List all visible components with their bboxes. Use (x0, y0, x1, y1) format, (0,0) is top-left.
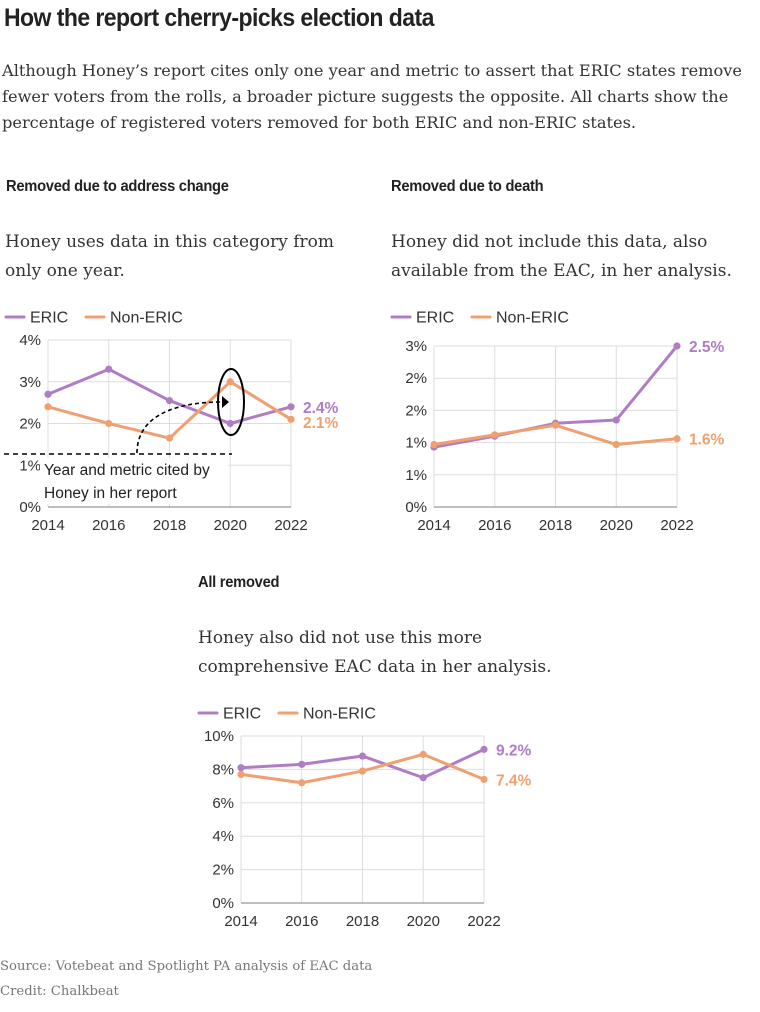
data-point-eric (298, 760, 306, 768)
x-tick-label: 2016 (285, 913, 318, 930)
end-label-non-eric: 1.6% (689, 432, 725, 449)
y-tick-label: 10% (204, 728, 234, 745)
y-tick-label: 0% (405, 499, 427, 516)
data-point-eric (226, 419, 234, 428)
x-tick-label: 2018 (346, 913, 379, 930)
x-tick-label: 2014 (31, 517, 64, 534)
y-tick-label: 4% (19, 332, 41, 349)
x-tick-label: 2016 (478, 517, 511, 534)
data-point-non-eric (491, 431, 499, 439)
legend-label-non-eric: Non-ERIC (496, 310, 569, 327)
page-title: How the report cherry-picks election dat… (4, 4, 434, 32)
legend-label-non-eric: Non-ERIC (303, 706, 376, 723)
x-tick-label: 2020 (600, 517, 633, 534)
source-note: Source: Votebeat and Spotlight PA analys… (0, 959, 373, 974)
y-tick-label: 1% (405, 467, 427, 484)
data-point-eric (287, 403, 295, 411)
annotation-highlight-ellipse (217, 368, 245, 436)
y-tick-label: 8% (212, 761, 234, 778)
data-point-eric (612, 416, 620, 424)
data-point-non-eric (430, 440, 438, 449)
annotation-label-bg (40, 458, 228, 504)
x-tick-label: 2018 (539, 517, 572, 534)
annotation-group: Year and metric cited by Honey in her re… (4, 368, 245, 504)
data-point-non-eric (105, 419, 113, 428)
x-tick-label: 2018 (153, 517, 186, 534)
data-point-non-eric (419, 750, 427, 758)
data-point-non-eric (673, 435, 681, 443)
x-tick-label: 2014 (417, 517, 450, 534)
end-label-eric: 9.2% (496, 742, 532, 759)
chart-death: ERIC Non-ERIC 0% 1% 1% 2% 2% 3% 2014 2016 2018 2020… (390, 310, 725, 534)
annotation-arrowhead-icon (222, 396, 229, 408)
data-point-eric (105, 365, 113, 373)
panel-title-death: Removed due to death (391, 178, 544, 195)
legend-label-non-eric: Non-ERIC (110, 310, 183, 327)
panel-description-all-removed: Honey also did not use this more compreh… (198, 628, 552, 677)
x-tick-label: 2014 (224, 913, 257, 930)
x-tick-label: 2022 (660, 517, 693, 534)
x-tick-label: 2016 (92, 517, 125, 534)
data-point-non-eric (298, 779, 306, 787)
y-tick-label: 2% (212, 862, 234, 879)
credit-note: Credit: Chalkbeat (0, 984, 119, 999)
data-point-non-eric (44, 403, 52, 411)
chart-all-removed: ERIC Non-ERIC 0% 2% 4% 6% 8% 10% 2014 2016 2018 202… (197, 706, 532, 930)
y-tick-label: 2% (19, 416, 41, 433)
page-subtitle: Although Honey’s report cites only one y… (2, 61, 742, 132)
data-point-eric (419, 774, 427, 782)
data-point-eric (480, 745, 488, 753)
y-tick-label: 1% (405, 435, 427, 452)
y-tick-label: 6% (212, 795, 234, 812)
y-tick-label: 3% (19, 374, 41, 391)
y-tick-label: 0% (19, 499, 41, 516)
panel-title-address-change: Removed due to address change (6, 178, 229, 195)
legend-label-eric: ERIC (223, 706, 261, 723)
data-point-eric (237, 764, 245, 772)
data-point-eric (358, 752, 367, 760)
y-tick-label: 2% (405, 402, 427, 419)
data-point-non-eric (480, 775, 488, 784)
x-tick-label: 2020 (407, 913, 440, 930)
data-point-non-eric (165, 434, 174, 442)
annotation-label-line1: Year and metric cited by (44, 462, 210, 479)
data-point-non-eric (551, 421, 560, 429)
panel-description-address-change: Honey uses data in this category from on… (5, 232, 335, 281)
legend-label-eric: ERIC (30, 310, 68, 327)
end-label-eric: 2.5% (689, 339, 725, 356)
annotation-label-line2: Honey in her report (44, 485, 177, 502)
x-tick-label: 2020 (214, 517, 247, 534)
x-tick-label: 2022 (274, 517, 307, 534)
y-tick-label: 0% (212, 895, 234, 912)
panel-title-all-removed: All removed (198, 574, 280, 591)
legend-label-eric: ERIC (416, 310, 454, 327)
y-tick-label: 1% (19, 457, 41, 474)
annotation-arrow (136, 401, 223, 454)
end-label-eric: 2.4% (303, 400, 339, 417)
data-point-non-eric (287, 415, 295, 423)
data-point-eric (44, 390, 52, 398)
end-label-non-eric: 7.4% (496, 772, 532, 789)
y-tick-label: 2% (405, 370, 427, 387)
y-tick-label: 4% (212, 828, 234, 845)
y-tick-label: 3% (405, 338, 427, 355)
data-point-eric (165, 396, 174, 405)
data-point-non-eric (237, 770, 245, 779)
data-point-non-eric (226, 378, 234, 386)
data-point-non-eric (358, 767, 367, 775)
data-point-non-eric (612, 440, 620, 449)
panel-description-death: Honey did not include this data, also av… (391, 232, 732, 281)
end-label-non-eric: 2.1% (303, 415, 339, 432)
data-point-eric (673, 342, 681, 350)
x-tick-label: 2022 (467, 913, 500, 930)
